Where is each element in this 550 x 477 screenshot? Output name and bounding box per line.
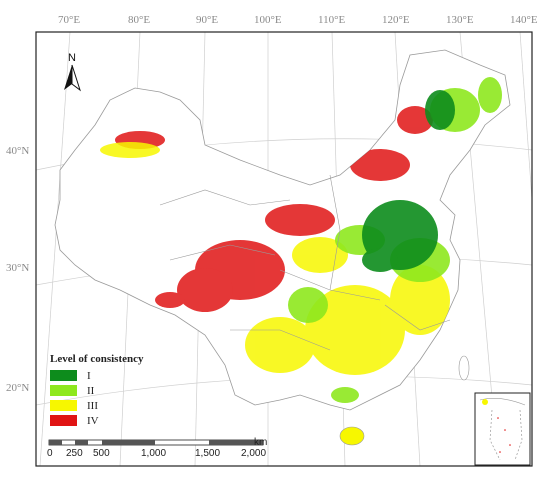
consistency-layer [100, 77, 502, 403]
legend: Level of consistency I II III IV [50, 353, 143, 428]
south-china-sea-inset [474, 392, 531, 466]
lon-label-80: 80°E [128, 14, 151, 26]
north-arrow-icon [64, 64, 81, 92]
scale-tick-1000: 1,000 [141, 448, 167, 459]
hainan-island [339, 426, 365, 446]
lon-label-70: 70°E [58, 14, 81, 26]
legend-swatch-i [50, 370, 77, 381]
class-i-regions [362, 90, 455, 272]
legend-swatch-ii [50, 385, 77, 396]
scale-tick-0: 0 [47, 448, 53, 459]
lat-label-40: 40°N [6, 145, 30, 157]
legend-swatch-iii [50, 400, 77, 411]
legend-item-ii: II [50, 383, 143, 398]
taiwan-island [458, 355, 470, 381]
scale-bar [48, 439, 264, 446]
legend-label-iii: III [87, 399, 98, 412]
north-arrow-label: N [68, 52, 76, 64]
map-frame [35, 31, 533, 467]
lon-label-120: 120°E [382, 14, 410, 26]
legend-item-iv: IV [50, 413, 143, 428]
scale-tick-250: 250 [66, 448, 83, 459]
lon-label-110: 110°E [318, 14, 346, 26]
lat-label-30: 30°N [6, 262, 30, 274]
province-boundaries [159, 174, 451, 351]
scale-unit: km [254, 437, 268, 448]
legend-item-iii: III [50, 398, 143, 413]
lon-label-100: 100°E [254, 14, 282, 26]
legend-label-i: I [87, 369, 91, 382]
lon-label-90: 90°E [196, 14, 219, 26]
scale-tick-2000: 2,000 [241, 448, 267, 459]
legend-label-ii: II [87, 384, 95, 397]
legend-title: Level of consistency [50, 353, 144, 365]
class-iii-regions [100, 142, 450, 375]
lon-label-130: 130°E [446, 14, 474, 26]
scale-tick-1500: 1,500 [195, 448, 221, 459]
legend-swatch-iv [50, 415, 77, 426]
lat-label-20: 20°N [6, 382, 30, 394]
map-content [36, 32, 532, 466]
scale-tick-500: 500 [93, 448, 110, 459]
legend-item-i: I [50, 368, 143, 383]
lon-label-140: 140°E [510, 14, 538, 26]
legend-label-iv: IV [87, 414, 99, 427]
